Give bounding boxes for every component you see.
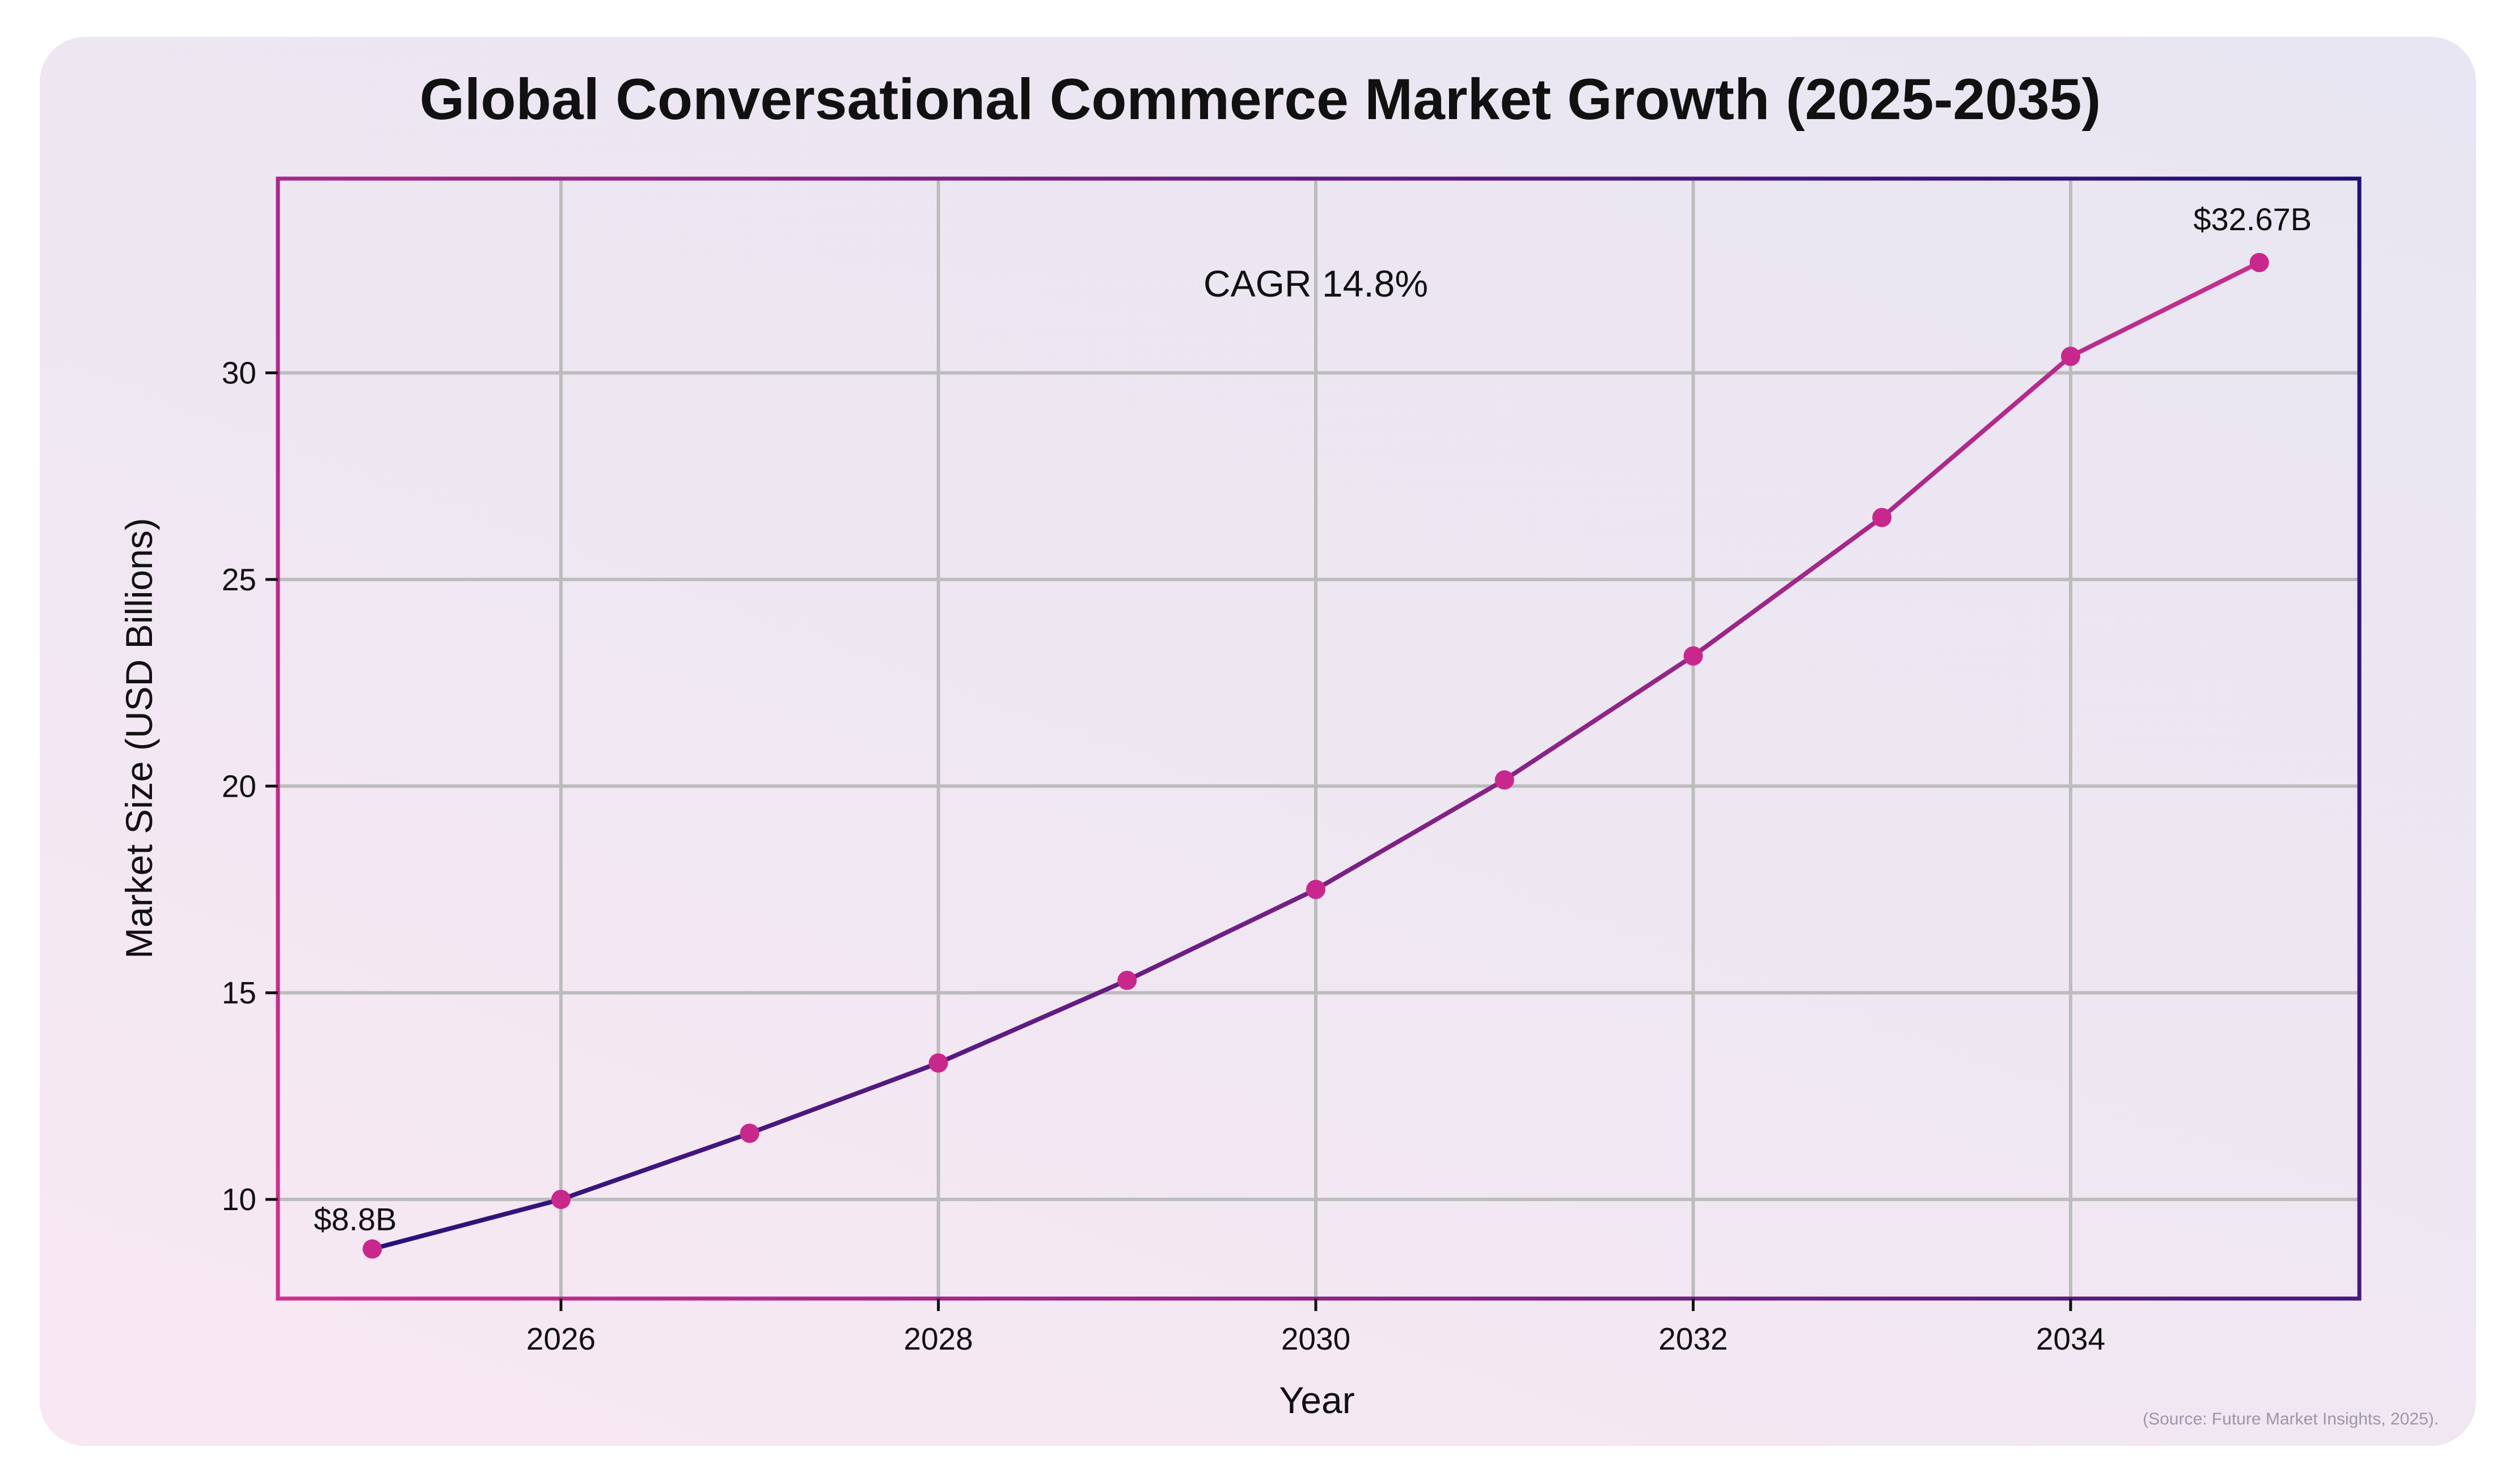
data-point-2032 [1683, 646, 1703, 666]
end-value-label: $32.67B [2193, 201, 2312, 237]
plot-frame [276, 176, 2362, 1301]
y-tick-label-10: 10 [222, 1182, 256, 1217]
data-point-2028 [928, 1053, 948, 1073]
data-point-2030 [1306, 880, 1326, 899]
y-tick-label-25: 25 [222, 562, 256, 597]
y-tick-label-30: 30 [222, 356, 256, 391]
axis-ticks: 2026 2028 2030 2032 2034 10 15 20 25 30 [222, 356, 2105, 1356]
y-axis-label: Market Size (USD Billions) [118, 518, 160, 959]
grid [278, 179, 2359, 1299]
cagr-annotation: CAGR 14.8% [1203, 263, 1428, 305]
y-tick-label-15: 15 [222, 975, 256, 1011]
data-point-2026 [551, 1190, 571, 1210]
x-tick-label-2032: 2032 [1658, 1321, 1728, 1356]
data-point-2033 [1872, 508, 1892, 527]
data-point-2034 [2060, 346, 2080, 366]
data-points [362, 252, 2269, 1259]
y-tick-label-20: 20 [222, 768, 256, 804]
data-point-2029 [1117, 970, 1137, 990]
start-value-label: $8.8B [314, 1202, 396, 1237]
data-point-2027 [740, 1123, 759, 1143]
x-tick-label-2034: 2034 [2036, 1321, 2105, 1356]
chart-title: Global Conversational Commerce Market Gr… [420, 67, 2101, 132]
data-point-2025 [362, 1239, 382, 1259]
x-tick-label-2030: 2030 [1281, 1321, 1350, 1356]
data-point-2035 [2249, 252, 2269, 272]
data-point-2031 [1494, 770, 1514, 790]
source-note: (Source: Future Market Insights, 2025). [2143, 1410, 2439, 1428]
x-axis-label: Year [1279, 1379, 1354, 1421]
x-tick-label-2026: 2026 [526, 1321, 596, 1356]
x-tick-label-2028: 2028 [903, 1321, 973, 1356]
